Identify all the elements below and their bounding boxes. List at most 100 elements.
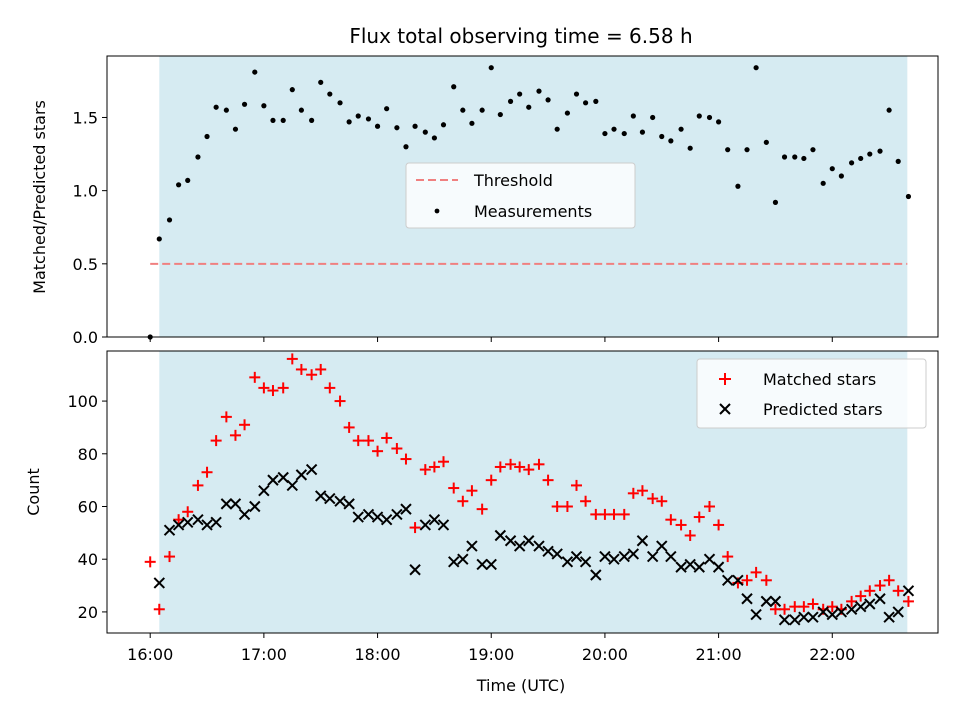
matched-star-point <box>267 385 279 397</box>
measurement-point <box>725 147 731 153</box>
predicted-star-point <box>437 519 450 531</box>
matched-star-point <box>448 482 460 494</box>
measurement-point <box>195 154 201 160</box>
predicted-star-point <box>798 611 810 623</box>
measurement-point <box>611 126 617 132</box>
legend-matched-swatch <box>719 373 731 385</box>
measurement-point <box>858 155 864 162</box>
measurement-point <box>517 91 523 97</box>
predicted-star-point <box>334 495 346 507</box>
legend-box <box>696 358 927 429</box>
predicted-star-point <box>854 600 867 613</box>
measurement-point <box>440 122 447 128</box>
predicted-star-points <box>153 463 915 626</box>
measurement-point <box>715 119 722 125</box>
measurement-point <box>394 125 400 131</box>
predicted-star-point <box>201 519 213 531</box>
measurement-point <box>545 97 551 103</box>
measurement-point <box>488 65 494 71</box>
measurement-point <box>781 154 788 160</box>
matched-star-point <box>892 585 904 597</box>
measurement-point <box>735 183 741 189</box>
predicted-star-point <box>618 550 630 563</box>
bottom-legend: Matched stars Predicted stars <box>696 358 927 429</box>
top-legend: Threshold Measurements <box>405 162 636 229</box>
measurement-point <box>232 126 239 132</box>
measurement-point <box>156 236 162 242</box>
predicted-star-point <box>324 492 336 505</box>
measurement-point <box>289 87 295 93</box>
matched-star-point <box>409 522 421 534</box>
x-tick-label: 18:00 <box>355 645 401 664</box>
matched-star-point <box>182 506 194 518</box>
matched-star-point <box>864 585 876 597</box>
matched-star-point <box>485 474 497 486</box>
predicted-star-point <box>684 558 696 571</box>
predicted-star-point <box>391 508 403 521</box>
matched-star-point <box>627 487 639 499</box>
measurement-point <box>639 129 646 135</box>
matched-star-point <box>476 503 488 515</box>
predicted-star-point <box>419 519 432 531</box>
matched-star-point <box>636 485 648 497</box>
matched-star-point <box>466 485 478 497</box>
matched-star-point <box>675 519 687 531</box>
measurement-point <box>337 100 343 106</box>
matched-star-point <box>229 429 241 441</box>
matched-star-points <box>144 353 914 615</box>
matched-star-point <box>514 461 526 473</box>
x-tick-label: 21:00 <box>696 645 742 664</box>
predicted-star-point <box>703 553 716 565</box>
bottom-x-ticks: 16:00 17:00 18:00 19:00 20:00 21:00 22:00 <box>127 633 855 664</box>
measurement-point <box>431 135 437 141</box>
predicted-star-point <box>883 611 895 623</box>
predicted-star-point <box>741 593 753 605</box>
legend-measurement-swatch <box>434 208 440 214</box>
matched-star-point <box>428 461 440 473</box>
matched-star-point <box>741 574 753 586</box>
y-tick-label: 40 <box>78 550 98 569</box>
measurement-point <box>213 104 219 110</box>
predicted-star-point <box>826 608 838 621</box>
x-tick-label: 16:00 <box>127 645 173 664</box>
predicted-star-point <box>210 516 222 529</box>
predicted-star-point <box>485 558 497 571</box>
measurement-point <box>166 217 173 223</box>
matched-star-point <box>883 574 895 586</box>
matched-star-point <box>570 479 582 491</box>
predicted-star-point <box>533 540 545 552</box>
predicted-star-point <box>778 614 791 626</box>
predicted-star-point <box>570 550 583 563</box>
measurement-points <box>147 65 912 340</box>
predicted-star-point <box>551 548 563 560</box>
matched-star-point <box>419 464 431 476</box>
predicted-star-point <box>721 574 734 586</box>
y-tick-label: 80 <box>78 445 98 464</box>
predicted-star-point <box>277 471 289 484</box>
matched-star-point <box>580 495 592 507</box>
x-tick-label: 17:00 <box>241 645 287 664</box>
measurement-point <box>602 130 608 137</box>
matched-star-point <box>362 435 374 447</box>
matched-star-point <box>334 395 346 407</box>
measurement-point <box>536 88 542 94</box>
matched-star-point <box>324 382 336 394</box>
measurement-point <box>696 113 702 119</box>
matched-star-point <box>798 601 810 613</box>
y-tick-label: 0.5 <box>73 255 98 274</box>
y-tick-label: 0.0 <box>73 328 98 347</box>
predicted-star-point <box>305 463 318 476</box>
measurement-point <box>659 133 665 140</box>
x-tick-label: 20:00 <box>582 645 628 664</box>
predicted-star-point <box>457 553 469 565</box>
bottom-y-ticks: 20 40 60 80 100 <box>67 392 107 622</box>
predicted-star-point <box>665 550 677 563</box>
legend-box <box>405 162 636 229</box>
chart-title: Flux total observing time = 6.58 h <box>349 24 692 48</box>
predicted-star-point <box>807 611 819 623</box>
measurement-point <box>507 98 514 104</box>
predicted-star-point <box>769 595 782 608</box>
measurement-point <box>374 123 381 129</box>
matched-star-point <box>352 435 364 447</box>
